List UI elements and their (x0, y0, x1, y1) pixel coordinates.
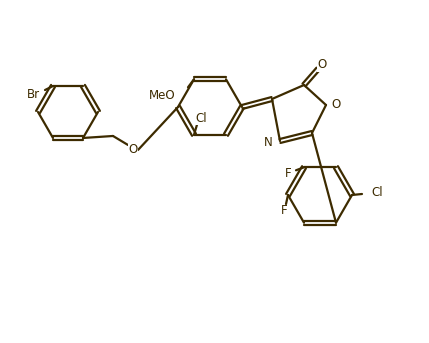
Text: Cl: Cl (195, 112, 207, 125)
Text: O: O (317, 59, 326, 71)
Text: O: O (128, 143, 138, 156)
Text: N: N (264, 137, 272, 150)
Text: MeO: MeO (149, 89, 176, 102)
Text: O: O (331, 98, 341, 111)
Text: Br: Br (27, 87, 39, 100)
Text: Cl: Cl (371, 187, 383, 200)
Text: F: F (285, 167, 291, 180)
Text: F: F (281, 204, 287, 217)
